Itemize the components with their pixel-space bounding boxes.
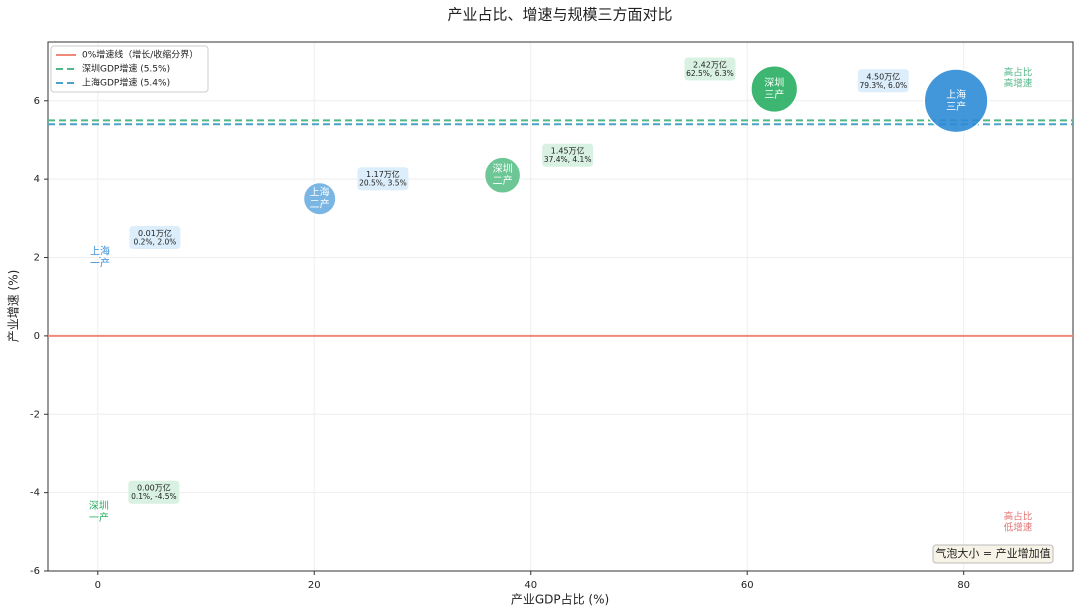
plot-frame: [47, 41, 1074, 572]
bubble: [923, 68, 989, 134]
note: 气泡大小 = 产业增加值: [935, 546, 1050, 560]
bubble: [302, 181, 337, 216]
y-tick-label: -4: [30, 488, 40, 499]
size-label: 0.01万亿: [138, 228, 172, 238]
bubble-region: 上海: [310, 186, 330, 199]
bubble-sector: 一产: [89, 511, 109, 524]
quadrant-annotation: 高增速: [1004, 78, 1033, 90]
x-axis-label: 产业GDP占比 (%): [511, 592, 609, 607]
x-tick-label: 40: [524, 580, 537, 591]
coord-label: 20.5%, 3.5%: [359, 179, 407, 188]
info-box: [857, 69, 909, 93]
size-label: 4.50万亿: [866, 71, 900, 81]
chart-title: 产业占比、增速与规模三方面对比: [447, 6, 672, 24]
info-box: [128, 480, 180, 504]
y-axis-label: 产业增速 (%): [7, 270, 21, 343]
x-tick-label: 0: [95, 580, 101, 591]
bubble-region: 深圳: [764, 77, 784, 89]
legend-label: 上海GDP增速 (5.4%): [82, 77, 170, 89]
y-tick-label: -6: [30, 566, 40, 577]
quadrant-annotation: 高占比: [1004, 511, 1033, 523]
coord-label: 0.2%, 2.0%: [134, 238, 177, 247]
x-tick-label: 80: [957, 580, 970, 591]
legend-label: 深圳GDP增速 (5.5%): [82, 63, 170, 75]
quadrant-annotation: 低增速: [1004, 522, 1033, 534]
bubble: [483, 156, 522, 195]
bubble-sector: 二产: [310, 198, 330, 211]
bubble-region: 上海: [946, 88, 966, 101]
coord-label: 62.5%, 6.3%: [686, 69, 734, 78]
x-tick-label: 20: [308, 580, 321, 591]
coord-label: 0.1%, -4.5%: [131, 492, 177, 501]
note-box: [932, 544, 1054, 564]
size-label: 2.42万亿: [693, 60, 727, 70]
legend-label: 0%增速线（增长/收缩分界）: [82, 49, 198, 61]
info-box: [542, 143, 594, 167]
bubble-region: 深圳: [493, 163, 513, 175]
size-label: 1.17万亿: [366, 169, 400, 179]
coord-label: 37.4%, 4.1%: [544, 155, 592, 164]
coord-label: 79.3%, 6.0%: [859, 81, 907, 90]
bubble-sector: 一产: [90, 257, 110, 270]
size-label: 1.45万亿: [551, 146, 585, 156]
quadrant-annotation: 高占比: [1004, 67, 1033, 79]
y-tick-label: -2: [30, 409, 40, 420]
info-box: [129, 226, 181, 250]
legend-box: [50, 45, 209, 93]
bubble-region: 上海: [90, 245, 110, 258]
y-tick-label: 4: [34, 174, 40, 185]
bubble: [97, 255, 103, 260]
info-box: [357, 167, 409, 191]
size-label: 0.00万亿: [137, 483, 171, 493]
bubble-sector: 三产: [946, 100, 966, 113]
bubble: [750, 64, 799, 114]
y-tick-label: 0: [34, 331, 40, 342]
info-box: [684, 57, 736, 81]
bubble-sector: 三产: [764, 88, 784, 101]
x-tick-label: 60: [741, 580, 754, 591]
y-tick-label: 2: [34, 253, 40, 264]
y-tick-label: 6: [34, 96, 40, 107]
bubble-sector: 二产: [493, 174, 513, 187]
bubble-region: 深圳: [89, 500, 109, 512]
